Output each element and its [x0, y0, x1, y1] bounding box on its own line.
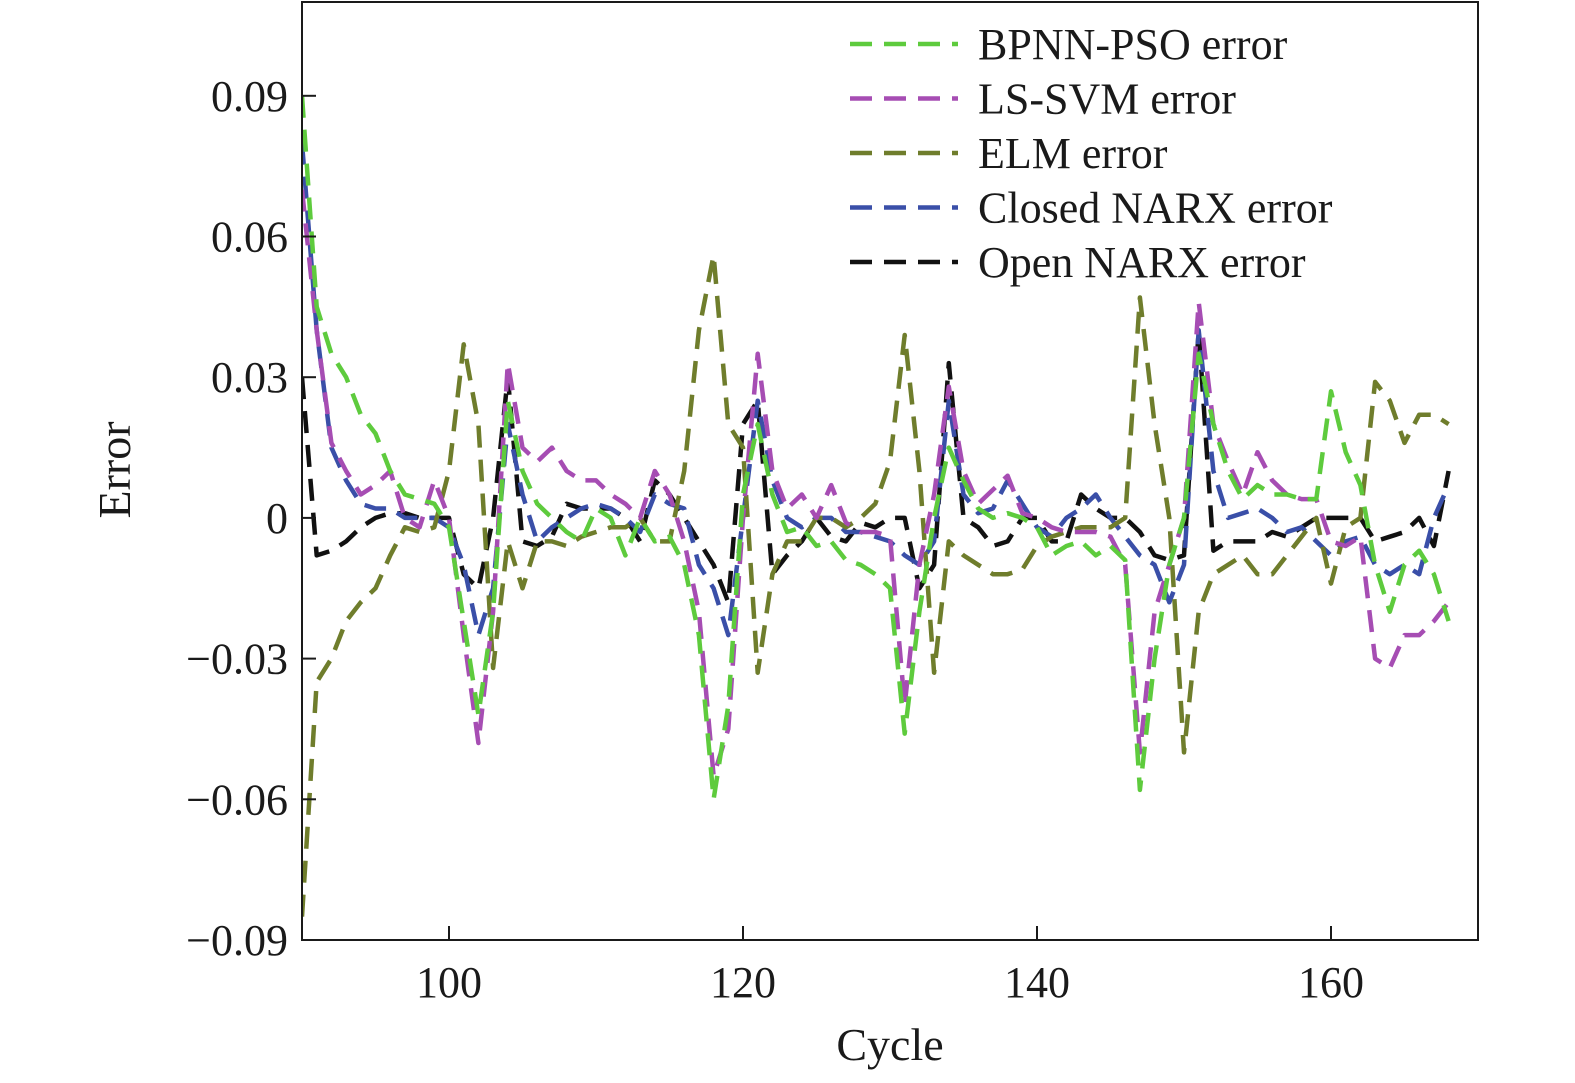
series-layer — [302, 95, 1451, 917]
y-axis-label: Error — [89, 421, 140, 518]
x-tick-label: 120 — [710, 958, 776, 1007]
plot-frame — [301, 1, 1479, 941]
legend-label: Open NARX error — [978, 238, 1306, 287]
y-tick-label: 0.09 — [211, 72, 288, 121]
x-axis-label: Cycle — [836, 1019, 943, 1070]
x-tick-label: 140 — [1004, 958, 1070, 1007]
legend-item-ls-svm-error: LS-SVM error — [850, 75, 1236, 124]
x-axis: 100 120 140 160 — [416, 926, 1364, 1007]
legend-label: Closed NARX error — [978, 184, 1333, 233]
series-line-bpnn-pso-error — [302, 95, 1451, 802]
y-tick-label: −0.03 — [186, 635, 288, 684]
y-tick-label: 0.06 — [211, 213, 288, 262]
legend-item-bpnn-pso-error: BPNN-PSO error — [850, 20, 1288, 69]
legend-item-elm-error: ELM error — [850, 129, 1168, 178]
x-tick-label: 160 — [1298, 958, 1364, 1007]
y-tick-label: −0.06 — [186, 775, 288, 824]
legend-label: ELM error — [978, 129, 1168, 178]
legend: BPNN-PSO error LS-SVM error ELM error Close… — [850, 20, 1333, 287]
legend-item-open-narx-error: Open NARX error — [850, 238, 1306, 287]
legend-label: LS-SVM error — [978, 75, 1236, 124]
x-tick-label: 100 — [416, 958, 482, 1007]
y-tick-label: 0 — [266, 494, 288, 543]
y-axis: 0.09 0.06 0.03 0 −0.03 −0.06 −0.09 — [186, 72, 316, 965]
series-line-open-narx-error — [302, 328, 1451, 605]
series-line-ls-svm-error — [302, 189, 1451, 779]
y-tick-label: −0.09 — [186, 916, 288, 965]
series-line-elm-error — [302, 253, 1450, 917]
legend-label: BPNN-PSO error — [978, 20, 1288, 69]
legend-item-closed-narx-error: Closed NARX error — [850, 184, 1333, 233]
y-tick-label: 0.03 — [211, 353, 288, 402]
